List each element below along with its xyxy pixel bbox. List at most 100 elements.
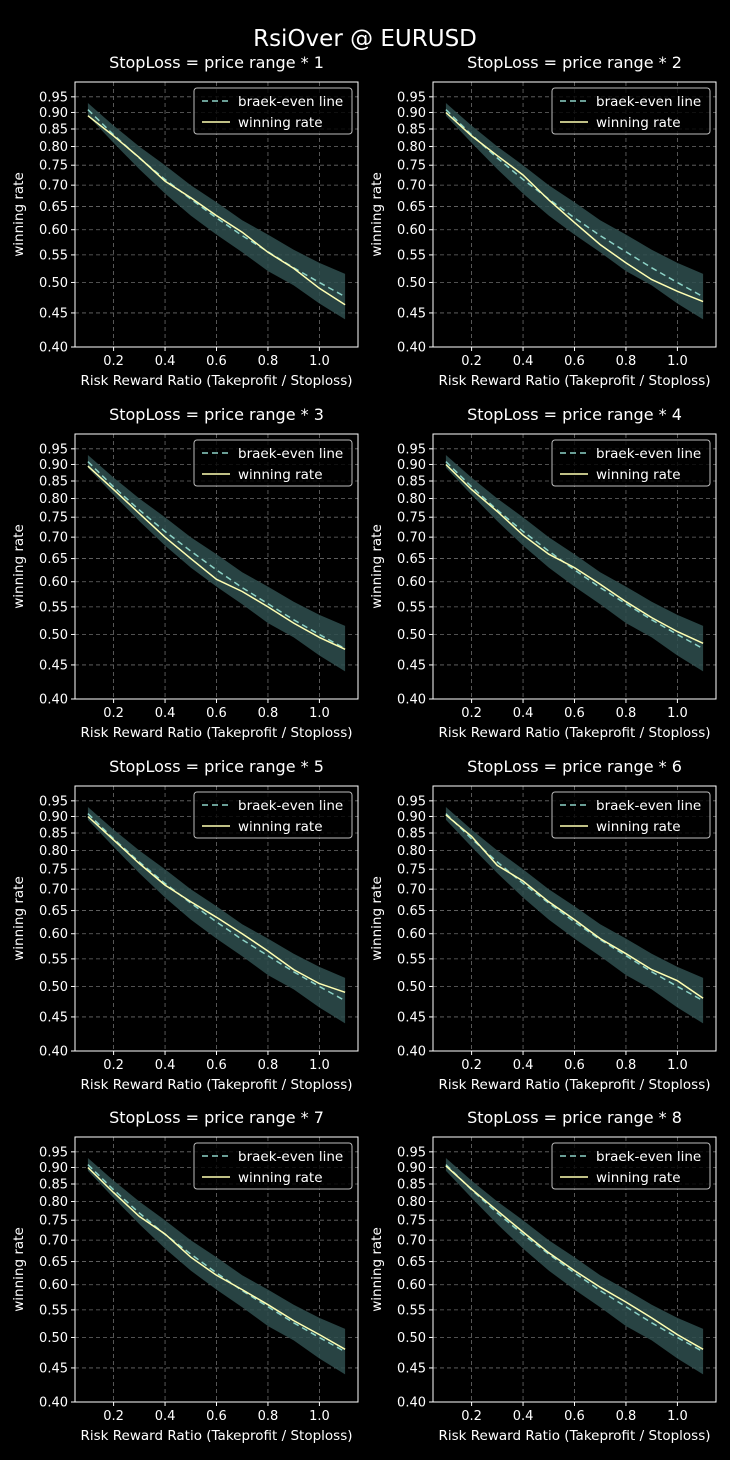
legend-label: winning rate bbox=[596, 1170, 681, 1186]
winning-rate-line bbox=[87, 815, 346, 994]
x-tick-label: 0.6 bbox=[206, 354, 227, 369]
y-tick-label: 0.80 bbox=[39, 1195, 68, 1210]
winning-rate-line bbox=[445, 463, 704, 644]
x-tick-label: 0.6 bbox=[206, 1058, 227, 1073]
confidence-band bbox=[87, 455, 346, 672]
chart-panel-6: 0.2 0.4 0.6 0.8 1.0 0.40 0.45 0.50 0.55 0.60 0.65 0… bbox=[369, 757, 717, 1093]
y-tick-label: 0.85 bbox=[397, 123, 426, 138]
y-tick-label: 0.70 bbox=[39, 531, 68, 546]
y-tick-label: 0.70 bbox=[39, 1234, 68, 1249]
breakeven-line bbox=[445, 109, 704, 298]
x-axis-label: Risk Reward Ratio (Takeprofit / Stoploss… bbox=[438, 725, 710, 741]
y-tick-label: 0.95 bbox=[397, 1145, 426, 1160]
y-tick-label: 0.60 bbox=[397, 575, 426, 590]
x-tick-label: 0.6 bbox=[564, 706, 585, 721]
y-tick-label: 0.70 bbox=[39, 179, 68, 194]
y-tick-label: 0.65 bbox=[397, 200, 426, 215]
y-axis-label: winning rate bbox=[11, 172, 27, 257]
y-tick-label: 0.80 bbox=[39, 844, 68, 859]
x-axis-label: Risk Reward Ratio (Takeprofit / Stoploss… bbox=[80, 373, 352, 389]
x-tick-label: 0.4 bbox=[513, 1409, 534, 1424]
y-tick-label: 0.80 bbox=[397, 844, 426, 859]
y-tick-label: 0.80 bbox=[397, 1195, 426, 1210]
y-tick-label: 0.60 bbox=[39, 223, 68, 238]
y-tick-label: 0.80 bbox=[39, 492, 68, 507]
y-tick-label: 0.85 bbox=[397, 1178, 426, 1193]
y-axis-label: winning rate bbox=[11, 876, 27, 961]
x-tick-label: 1.0 bbox=[667, 354, 688, 369]
y-tick-label: 0.50 bbox=[39, 980, 68, 995]
x-tick-label: 0.8 bbox=[616, 354, 637, 369]
y-tick-label: 0.90 bbox=[397, 458, 426, 473]
breakeven-line bbox=[445, 813, 704, 1002]
y-axis-label: winning rate bbox=[11, 1227, 27, 1312]
winning-rate-line bbox=[87, 465, 346, 650]
x-tick-label: 0.2 bbox=[461, 354, 482, 369]
x-tick-label: 0.4 bbox=[155, 354, 176, 369]
legend-box bbox=[193, 1142, 353, 1190]
legend-box bbox=[193, 87, 353, 135]
x-tick-label: 1.0 bbox=[309, 1058, 330, 1073]
legend-box bbox=[551, 439, 711, 487]
breakeven-line bbox=[445, 1164, 704, 1353]
y-tick-label: 0.40 bbox=[397, 1396, 426, 1411]
y-tick-label: 0.65 bbox=[39, 904, 68, 919]
y-tick-label: 0.65 bbox=[39, 200, 68, 215]
y-tick-label: 0.95 bbox=[39, 794, 68, 809]
y-tick-label: 0.85 bbox=[397, 475, 426, 490]
chart-panel-7: 0.2 0.4 0.6 0.8 1.0 0.40 0.45 0.50 0.55 0.60 0.65 0… bbox=[11, 1108, 359, 1444]
y-tick-label: 0.65 bbox=[397, 1255, 426, 1270]
y-tick-label: 0.75 bbox=[397, 511, 426, 526]
chart-panel-5: 0.2 0.4 0.6 0.8 1.0 0.40 0.45 0.50 0.55 0.60 0.65 0… bbox=[11, 757, 359, 1093]
y-tick-label: 0.50 bbox=[397, 980, 426, 995]
confidence-band bbox=[445, 1158, 704, 1375]
y-tick-label: 0.50 bbox=[39, 628, 68, 643]
y-tick-label: 0.95 bbox=[397, 794, 426, 809]
x-axis-label: Risk Reward Ratio (Takeprofit / Stoploss… bbox=[438, 373, 710, 389]
x-tick-label: 0.4 bbox=[513, 1058, 534, 1073]
x-axis-label: Risk Reward Ratio (Takeprofit / Stoploss… bbox=[438, 1428, 710, 1444]
chart-title: StopLoss = price range * 2 bbox=[467, 53, 682, 72]
legend-label: braek-even line bbox=[596, 798, 701, 814]
y-tick-label: 0.60 bbox=[397, 927, 426, 942]
y-tick-label: 0.75 bbox=[39, 511, 68, 526]
chart-title: StopLoss = price range * 4 bbox=[467, 405, 682, 424]
x-tick-label: 0.8 bbox=[616, 1058, 637, 1073]
figure-title: RsiOver @ EURUSD bbox=[253, 26, 477, 52]
breakeven-line bbox=[87, 109, 346, 298]
breakeven-line bbox=[87, 461, 346, 650]
y-tick-label: 0.45 bbox=[397, 306, 426, 321]
y-axis-label: winning rate bbox=[369, 172, 385, 257]
y-tick-label: 0.70 bbox=[397, 531, 426, 546]
x-tick-label: 0.6 bbox=[564, 1058, 585, 1073]
x-tick-label: 0.2 bbox=[461, 1058, 482, 1073]
y-tick-label: 0.90 bbox=[397, 1161, 426, 1176]
y-tick-label: 0.45 bbox=[39, 306, 68, 321]
y-tick-label: 0.60 bbox=[397, 1278, 426, 1293]
y-tick-label: 0.55 bbox=[397, 600, 426, 615]
y-tick-label: 0.85 bbox=[39, 1178, 68, 1193]
y-tick-label: 0.50 bbox=[39, 1331, 68, 1346]
y-tick-label: 0.60 bbox=[39, 927, 68, 942]
x-tick-label: 0.2 bbox=[103, 1409, 124, 1424]
winning-rate-line bbox=[87, 115, 346, 306]
y-tick-label: 0.95 bbox=[397, 442, 426, 457]
y-tick-label: 0.85 bbox=[39, 123, 68, 138]
y-tick-label: 0.85 bbox=[397, 827, 426, 842]
y-tick-label: 0.50 bbox=[397, 1331, 426, 1346]
y-tick-label: 0.90 bbox=[397, 106, 426, 121]
winning-rate-line bbox=[445, 1165, 704, 1350]
chart-panel-4: 0.2 0.4 0.6 0.8 1.0 0.40 0.45 0.50 0.55 0.60 0.65 0… bbox=[369, 405, 717, 741]
confidence-band bbox=[87, 807, 346, 1024]
confidence-band bbox=[445, 455, 704, 672]
y-tick-label: 0.40 bbox=[397, 341, 426, 356]
winning-rate-line bbox=[445, 814, 704, 999]
x-tick-label: 0.2 bbox=[103, 354, 124, 369]
x-tick-label: 0.4 bbox=[513, 706, 534, 721]
y-tick-label: 0.75 bbox=[39, 1214, 68, 1229]
y-tick-label: 0.55 bbox=[39, 952, 68, 967]
confidence-band bbox=[445, 103, 704, 320]
legend-label: winning rate bbox=[238, 819, 323, 835]
y-tick-label: 0.45 bbox=[397, 1361, 426, 1376]
legend-box bbox=[193, 439, 353, 487]
